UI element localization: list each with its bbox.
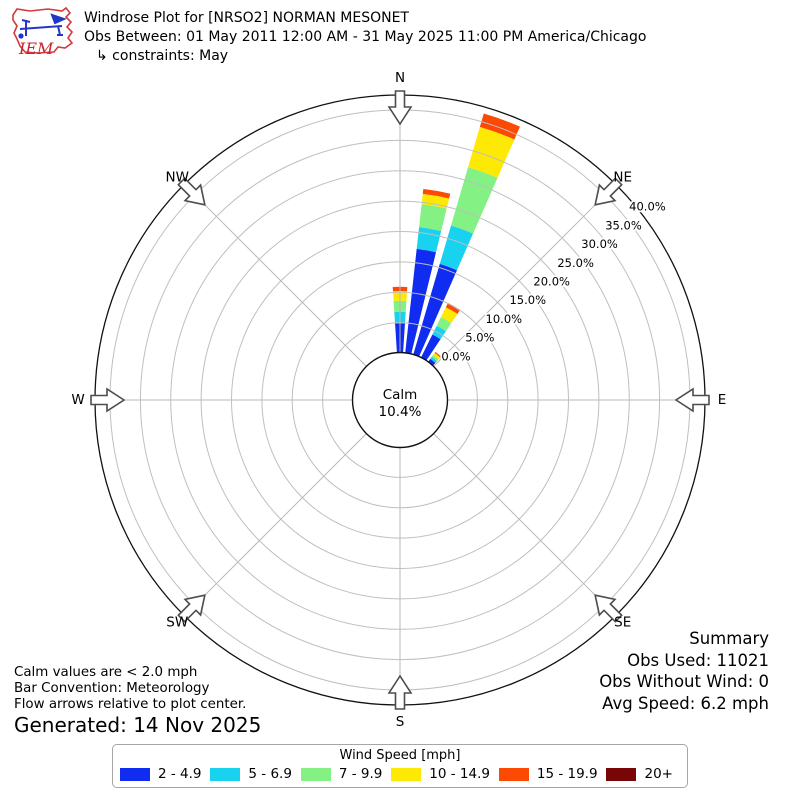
compass-label-nw: NW (166, 169, 189, 185)
flow-arrows-note: Flow arrows relative to plot center. (14, 697, 247, 713)
summary-title: Summary (689, 629, 769, 648)
bar-segment-20-1 (439, 225, 474, 271)
radial-tick-35: 35.0% (605, 218, 642, 232)
spoke-nw (183, 183, 401, 401)
flow-arrow-sw (177, 594, 206, 623)
legend-swatch-icon (498, 767, 529, 781)
bar-segment-10-0 (405, 248, 437, 355)
plot-constraints: ↳ constraints: May (96, 48, 229, 64)
bar-segment-30-0 (420, 334, 441, 361)
calm-value: 10.4% (379, 404, 422, 420)
compass-label-n: N (395, 70, 405, 86)
radial-tick-30: 30.0% (581, 237, 618, 251)
legend-label: 10 - 14.9 (429, 766, 490, 782)
radial-tick-15: 15.0% (509, 293, 546, 307)
bar-segment-40-0 (427, 358, 436, 367)
legend-label: 7 - 9.9 (338, 766, 383, 782)
bar-segment-20-2 (451, 167, 498, 234)
spoke-sw (183, 399, 401, 617)
compass-label-s: S (396, 714, 405, 730)
plot-subtitle: Obs Between: 01 May 2011 12:00 AM - 31 M… (84, 29, 647, 45)
legend-swatch-icon (210, 767, 241, 781)
iem-logo-text: IEM (18, 39, 54, 58)
legend-items: 2 - 4.9 5 - 6.9 7 - 9.9 10 - 14.9 15 - 19.9 2… (113, 763, 687, 782)
compass-label-e: E (718, 392, 727, 408)
summary-obs-used: Obs Used: 11021 (627, 650, 769, 670)
flow-arrow-e (674, 387, 710, 413)
flow-arrow-nw (177, 177, 206, 206)
flow-arrow-ne (594, 177, 623, 206)
legend-swatch-icon (120, 767, 150, 781)
flow-arrow-n (387, 90, 413, 126)
legend-swatch-icon (606, 767, 637, 781)
bar-segment-20-3 (468, 126, 515, 178)
plot-title: Windrose Plot for [NRSO2] NORMAN MESONET (84, 10, 409, 26)
radial-tick-40: 40.0% (629, 200, 666, 214)
legend-item: 20+ (606, 766, 673, 782)
bar-segment-10-3 (421, 193, 450, 209)
summary-obs-without-wind: Obs Without Wind: 0 (599, 672, 769, 692)
legend-swatch-icon (391, 767, 422, 781)
bar-segment-10-4 (422, 189, 451, 199)
compass-label-w: W (71, 392, 84, 408)
calm-circle (351, 351, 449, 449)
generated-date: Generated: 14 Nov 2025 (14, 712, 262, 737)
bar-segment-10-1 (416, 227, 442, 253)
summary-avg-speed: Avg Speed: 6.2 mph (602, 693, 769, 713)
legend-label: 5 - 6.9 (248, 766, 292, 782)
legend-item: 5 - 6.9 (210, 766, 292, 782)
legend-swatch-icon (300, 767, 331, 781)
iem-logo: IEM (12, 6, 74, 58)
legend-item: 2 - 4.9 (120, 766, 202, 782)
bar-segment-40-3 (433, 352, 441, 360)
legend-label: 15 - 19.9 (536, 766, 598, 782)
weather-vane-icon (18, 13, 67, 39)
bar-segment-40-4 (434, 351, 442, 358)
calm-note: Calm values are < 2.0 mph (14, 665, 198, 680)
radial-gridline-10 (291, 291, 509, 509)
bar-segment-20-0 (413, 263, 457, 357)
radial-gridline-35 (139, 139, 661, 661)
legend-label: 2 - 4.9 (158, 766, 202, 782)
radial-tick-20: 20.0% (533, 274, 570, 288)
legend-item: 10 - 14.9 (391, 766, 490, 782)
bar-convention-note: Bar Convention: Meteorology (14, 681, 210, 697)
radial-gridline-20 (231, 231, 569, 569)
radial-gridline-30 (170, 170, 630, 630)
spoke-ne (399, 183, 617, 401)
legend-item: 15 - 19.9 (498, 766, 598, 782)
radial-gridline-15 (261, 261, 539, 539)
wind-speed-legend: Wind Speed [mph] 2 - 4.9 5 - 6.9 7 - 9.9 10… (112, 744, 688, 788)
header: Windrose Plot for [NRSO2] NORMAN MESONET… (84, 9, 646, 66)
bar-segment-30-3 (441, 307, 458, 323)
radial-tick-5: 5.0% (465, 331, 494, 345)
footnotes: Calm values are < 2.0 mph Bar Convention… (14, 665, 261, 737)
radial-gridline-25 (200, 200, 600, 600)
flow-arrow-s (387, 674, 413, 710)
flow-arrow-se (594, 594, 623, 623)
flow-arrow-w (90, 387, 126, 413)
legend-item: 7 - 9.9 (300, 766, 383, 782)
bar-segment-40-2 (431, 354, 439, 362)
bar-segment-10-2 (419, 204, 447, 231)
bar-segment-40-1 (430, 356, 438, 363)
legend-title: Wind Speed [mph] (339, 748, 461, 763)
radial-tick-25: 25.0% (557, 256, 594, 270)
calm-label: Calm (383, 387, 418, 403)
compass-label-ne: NE (613, 169, 632, 185)
bar-segment-30-2 (436, 317, 452, 332)
summary-block: Summary Obs Used: 11021 Obs Without Wind… (599, 628, 769, 714)
compass-label-se: SE (614, 615, 631, 631)
compass-label-sw: SW (166, 615, 188, 631)
bar-segment-30-4 (445, 302, 461, 314)
radial-tick-0: 0.0% (441, 349, 470, 363)
radial-gridline-5 (322, 322, 478, 478)
radial-tick-10: 10.0% (486, 312, 523, 326)
bar-segment-20-4 (479, 113, 520, 140)
legend-label: 20+ (644, 766, 673, 782)
spoke-se (399, 399, 617, 617)
